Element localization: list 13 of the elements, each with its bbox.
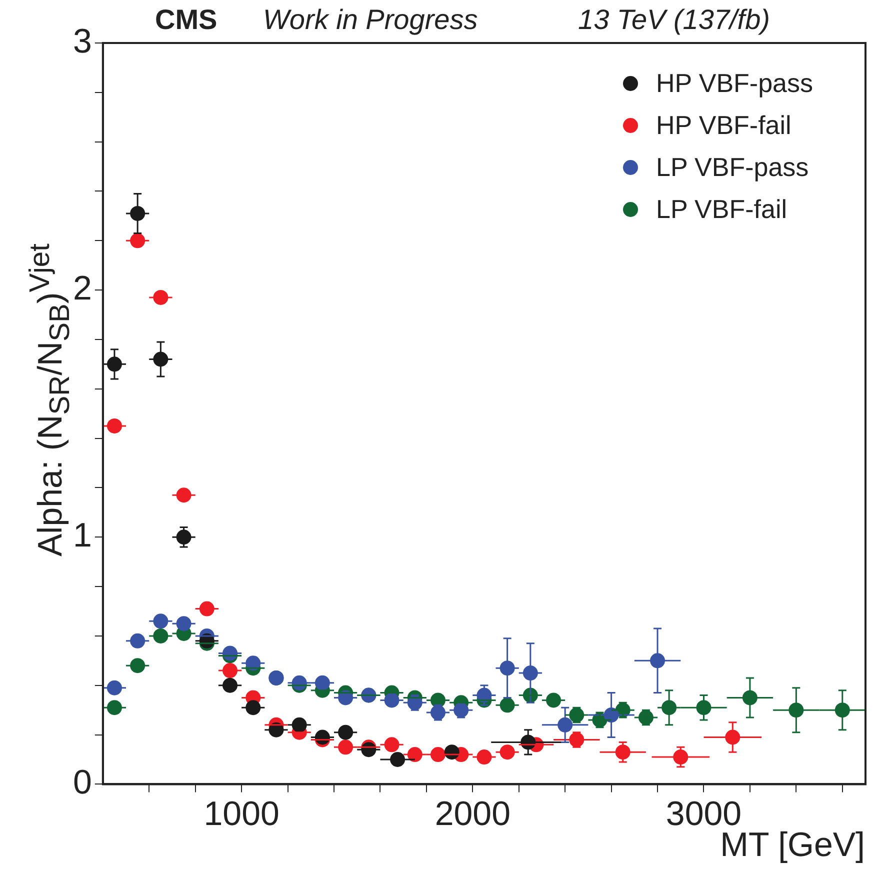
y-tick-label: 2 [72,269,92,308]
x-tick-label: 2000 [434,794,510,833]
legend-label: HP VBF-fail [656,110,792,140]
x-tick-label: 1000 [204,794,280,833]
text: 13 TeV (137/fb) [578,4,770,36]
chart-title: CMS [155,4,218,36]
legend-label: LP VBF-fail [656,194,787,224]
legend-label: HP VBF-pass [656,68,813,98]
chart-subtitle: Work in Progress [263,4,478,36]
y-tick-label: 0 [72,764,92,802]
y-tick-label: 3 [72,22,92,60]
y-tick-label: 1 [72,516,92,555]
legend-label: LP VBF-pass [656,152,809,182]
